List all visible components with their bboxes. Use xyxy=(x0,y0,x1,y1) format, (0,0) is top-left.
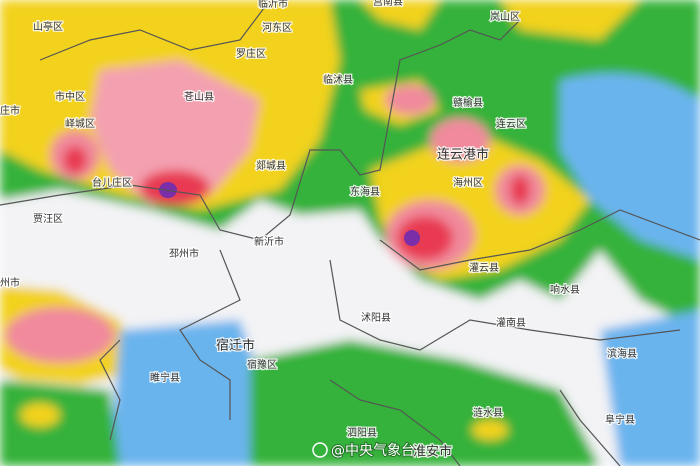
place-label: 河东区 xyxy=(262,21,292,34)
place-label: 莒南县 xyxy=(373,0,403,8)
place-label: 临沂市 xyxy=(258,0,288,10)
watermark-text: @中央气象台 xyxy=(331,443,415,459)
place-label: 灌南县 xyxy=(496,316,526,329)
place-label: 苍山县 xyxy=(184,90,214,103)
place-label: 郯城县 xyxy=(256,159,286,172)
place-label: 贾汪区 xyxy=(33,213,63,225)
place-label: 淮安市 xyxy=(413,444,452,460)
place-label: 海州区 xyxy=(453,176,483,189)
place-label: 连云港市 xyxy=(437,147,489,163)
place-label: 宿豫区 xyxy=(247,358,277,371)
place-label: 响水县 xyxy=(550,283,580,296)
place-label: 涟水县 xyxy=(473,406,503,419)
place-label: 滨海县 xyxy=(607,347,637,360)
place-label: 临沭县 xyxy=(323,73,353,86)
place-label: 泗阳县 xyxy=(347,427,377,439)
place-label: 峄城区 xyxy=(65,117,95,130)
place-label: 沭阳县 xyxy=(361,312,391,324)
place-label: 东海县 xyxy=(350,185,380,198)
place-label: 罗庄区 xyxy=(236,47,266,60)
place-label: 连云区 xyxy=(496,117,526,130)
place-label: 州市 xyxy=(0,276,20,289)
place-label: 赣榆县 xyxy=(453,96,483,109)
place-label: 台儿庄区 xyxy=(92,176,132,189)
place-label: 新沂市 xyxy=(254,235,284,248)
place-label: 睢宁县 xyxy=(150,371,180,384)
place-label: 庄市 xyxy=(0,104,20,117)
watermark-icon xyxy=(312,442,328,458)
place-label: 灌云县 xyxy=(469,262,499,274)
place-label: 阜宁县 xyxy=(605,413,635,426)
place-label: 邳州市 xyxy=(169,247,199,260)
place-label: 宿迁市 xyxy=(216,338,255,354)
place-labels: 临沂市 莒南县 岚山区 山亭区 河东区 罗庄区 临沭县 市中区 苍山县 赣榆县 … xyxy=(0,0,638,461)
place-label: 山亭区 xyxy=(33,20,63,33)
watermark: @中央气象台 xyxy=(312,442,416,460)
place-label: 市中区 xyxy=(55,90,85,103)
place-label: 岚山区 xyxy=(490,11,520,23)
